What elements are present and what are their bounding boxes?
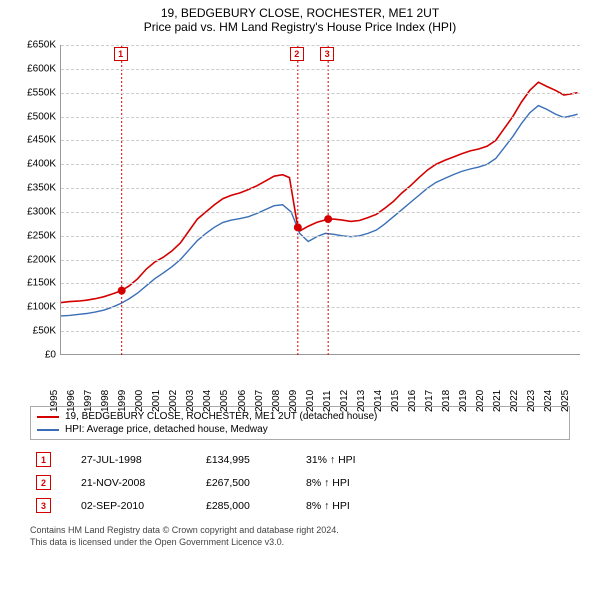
- legend-label: HPI: Average price, detached house, Medw…: [65, 424, 268, 435]
- sale-price: £134,995: [206, 454, 276, 466]
- ytick-label: £100K: [10, 302, 56, 313]
- xtick-label: 2015: [390, 372, 401, 412]
- legend-swatch: [37, 429, 59, 431]
- xtick-label: 2004: [202, 372, 213, 412]
- xtick-label: 2007: [254, 372, 265, 412]
- sale-row: 1 27-JUL-1998 £134,995 31% ↑ HPI: [30, 448, 570, 471]
- ytick-label: £0: [10, 350, 56, 361]
- sale-number-box: 1: [36, 452, 51, 467]
- ytick-label: £650K: [10, 40, 56, 51]
- xtick-label: 2012: [339, 372, 350, 412]
- chart-title: 19, BEDGEBURY CLOSE, ROCHESTER, ME1 2UT: [0, 6, 600, 20]
- ytick-label: £200K: [10, 254, 56, 265]
- ytick-label: £250K: [10, 230, 56, 241]
- xtick-label: 1999: [117, 372, 128, 412]
- xtick-label: 2005: [219, 372, 230, 412]
- xtick-label: 2000: [134, 372, 145, 412]
- marker-point: [118, 287, 126, 295]
- legend-label: 19, BEDGEBURY CLOSE, ROCHESTER, ME1 2UT …: [65, 411, 377, 422]
- xtick-label: 2018: [441, 372, 452, 412]
- ytick-label: £350K: [10, 183, 56, 194]
- xtick-label: 1998: [100, 372, 111, 412]
- xtick-label: 2017: [424, 372, 435, 412]
- xtick-label: 1996: [66, 372, 77, 412]
- ytick-label: £550K: [10, 87, 56, 98]
- sale-date: 21-NOV-2008: [81, 477, 176, 489]
- xtick-label: 2006: [237, 372, 248, 412]
- marker-label-box: 3: [320, 47, 334, 61]
- footer-line2: This data is licensed under the Open Gov…: [30, 537, 570, 549]
- xtick-label: 2020: [475, 372, 486, 412]
- xtick-label: 2016: [407, 372, 418, 412]
- footer-line1: Contains HM Land Registry data © Crown c…: [30, 525, 570, 537]
- sale-price: £267,500: [206, 477, 276, 489]
- ytick-label: £300K: [10, 206, 56, 217]
- xtick-label: 2014: [373, 372, 384, 412]
- ytick-label: £400K: [10, 159, 56, 170]
- xtick-label: 2009: [288, 372, 299, 412]
- xtick-label: 2021: [492, 372, 503, 412]
- chart-area: £0 £50K £100K £150K £200K £250K £300K £350K £400…: [10, 40, 590, 400]
- xtick-label: 1997: [83, 372, 94, 412]
- chart-header: 19, BEDGEBURY CLOSE, ROCHESTER, ME1 2UT …: [0, 0, 600, 36]
- plot-area: [60, 45, 580, 355]
- marker-point: [294, 223, 302, 231]
- xtick-label: 2025: [560, 372, 571, 412]
- xtick-label: 2013: [356, 372, 367, 412]
- xtick-label: 1995: [49, 372, 60, 412]
- xtick-label: 2002: [168, 372, 179, 412]
- xtick-label: 2010: [305, 372, 316, 412]
- xtick-label: 2001: [151, 372, 162, 412]
- sale-date: 27-JUL-1998: [81, 454, 176, 466]
- xtick-label: 2019: [458, 372, 469, 412]
- xtick-label: 2024: [543, 372, 554, 412]
- sale-number-box: 3: [36, 498, 51, 513]
- sale-price: £285,000: [206, 500, 276, 512]
- marker-point: [324, 215, 332, 223]
- legend-swatch: [37, 416, 59, 418]
- marker-label-box: 2: [290, 47, 304, 61]
- legend-item: HPI: Average price, detached house, Medw…: [37, 423, 563, 436]
- legend: 19, BEDGEBURY CLOSE, ROCHESTER, ME1 2UT …: [30, 406, 570, 440]
- sale-number-box: 2: [36, 475, 51, 490]
- ytick-label: £600K: [10, 63, 56, 74]
- sale-pct: 31% ↑ HPI: [306, 454, 386, 466]
- marker-label-box: 1: [114, 47, 128, 61]
- sale-pct: 8% ↑ HPI: [306, 500, 386, 512]
- ytick-label: £450K: [10, 135, 56, 146]
- ytick-label: £150K: [10, 278, 56, 289]
- ytick-label: £500K: [10, 111, 56, 122]
- xtick-label: 2003: [185, 372, 196, 412]
- xtick-label: 2011: [322, 372, 333, 412]
- ytick-label: £50K: [10, 326, 56, 337]
- sale-row: 2 21-NOV-2008 £267,500 8% ↑ HPI: [30, 471, 570, 494]
- series-line: [61, 82, 578, 302]
- xtick-label: 2022: [509, 372, 520, 412]
- footer: Contains HM Land Registry data © Crown c…: [30, 525, 570, 548]
- xtick-label: 2008: [271, 372, 282, 412]
- sale-date: 02-SEP-2010: [81, 500, 176, 512]
- sale-pct: 8% ↑ HPI: [306, 477, 386, 489]
- chart-subtitle: Price paid vs. HM Land Registry's House …: [0, 20, 600, 34]
- sale-row: 3 02-SEP-2010 £285,000 8% ↑ HPI: [30, 494, 570, 517]
- xtick-label: 2023: [526, 372, 537, 412]
- sales-table: 1 27-JUL-1998 £134,995 31% ↑ HPI 2 21-NOV-200…: [30, 448, 570, 517]
